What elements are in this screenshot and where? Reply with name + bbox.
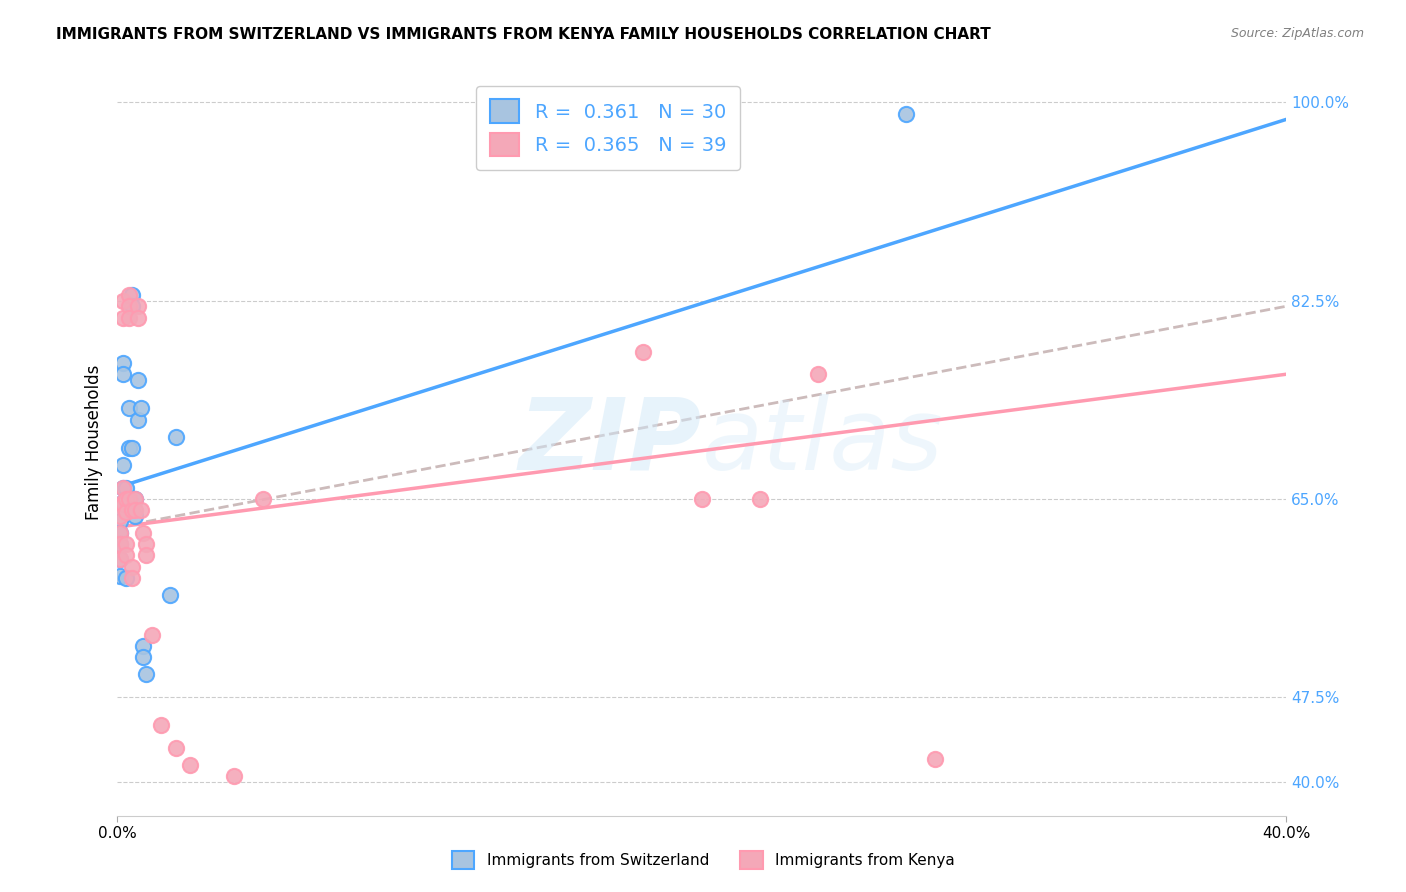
Point xyxy=(112,368,135,382)
Point xyxy=(121,299,143,313)
Point xyxy=(124,503,146,517)
Y-axis label: Family Households: Family Households xyxy=(86,365,103,520)
Point xyxy=(121,503,143,517)
Point xyxy=(108,552,131,566)
Point xyxy=(108,537,131,551)
Point xyxy=(108,508,131,523)
Point xyxy=(118,310,141,325)
Point xyxy=(121,571,143,585)
Point xyxy=(121,559,143,574)
Point xyxy=(132,639,155,653)
Point xyxy=(115,505,138,519)
Point xyxy=(121,441,143,455)
Point xyxy=(159,588,181,602)
Point xyxy=(108,498,131,512)
Point xyxy=(108,525,131,540)
Point xyxy=(112,458,135,472)
Point xyxy=(108,552,131,566)
Point xyxy=(179,758,201,772)
Point xyxy=(124,491,146,506)
Legend: R =  0.361   N = 30, R =  0.365   N = 39: R = 0.361 N = 30, R = 0.365 N = 39 xyxy=(477,86,740,170)
Point xyxy=(135,537,157,551)
Point xyxy=(118,299,141,313)
Point xyxy=(115,481,138,495)
Point xyxy=(222,769,245,783)
Point xyxy=(127,412,149,426)
Point xyxy=(118,491,141,506)
Point xyxy=(252,491,274,506)
Point xyxy=(124,491,146,506)
Point xyxy=(108,569,131,583)
Point xyxy=(118,288,141,302)
Point xyxy=(132,650,155,665)
Point xyxy=(112,310,135,325)
Point xyxy=(135,549,157,563)
Point xyxy=(132,525,155,540)
Point xyxy=(807,368,830,382)
Point xyxy=(108,498,131,512)
Point xyxy=(121,288,143,302)
Point xyxy=(115,537,138,551)
Point xyxy=(108,525,131,540)
Point xyxy=(127,310,149,325)
Point xyxy=(127,373,149,387)
Point xyxy=(894,107,917,121)
Point xyxy=(690,491,713,506)
Point xyxy=(165,429,187,443)
Point xyxy=(631,344,654,359)
Point xyxy=(749,491,772,506)
Text: atlas: atlas xyxy=(702,393,943,491)
Point xyxy=(115,549,138,563)
Point xyxy=(112,481,135,495)
Point xyxy=(108,515,131,529)
Point xyxy=(129,503,152,517)
Point xyxy=(150,718,173,732)
Point xyxy=(112,498,135,512)
Point xyxy=(165,741,187,756)
Point xyxy=(115,491,138,506)
Point xyxy=(127,299,149,313)
Point xyxy=(115,498,138,512)
Point xyxy=(112,356,135,370)
Point xyxy=(129,401,152,416)
Point xyxy=(141,628,163,642)
Point xyxy=(124,508,146,523)
Point xyxy=(112,481,135,495)
Point xyxy=(108,537,131,551)
Point xyxy=(135,667,157,681)
Point xyxy=(115,503,138,517)
Point xyxy=(118,441,141,455)
Text: IMMIGRANTS FROM SWITZERLAND VS IMMIGRANTS FROM KENYA FAMILY HOUSEHOLDS CORRELATI: IMMIGRANTS FROM SWITZERLAND VS IMMIGRANT… xyxy=(56,27,991,42)
Point xyxy=(112,293,135,308)
Point xyxy=(924,752,946,766)
Point xyxy=(115,571,138,585)
Text: Source: ZipAtlas.com: Source: ZipAtlas.com xyxy=(1230,27,1364,40)
Legend: Immigrants from Switzerland, Immigrants from Kenya: Immigrants from Switzerland, Immigrants … xyxy=(446,845,960,875)
Point xyxy=(118,401,141,416)
Text: ZIP: ZIP xyxy=(519,393,702,491)
